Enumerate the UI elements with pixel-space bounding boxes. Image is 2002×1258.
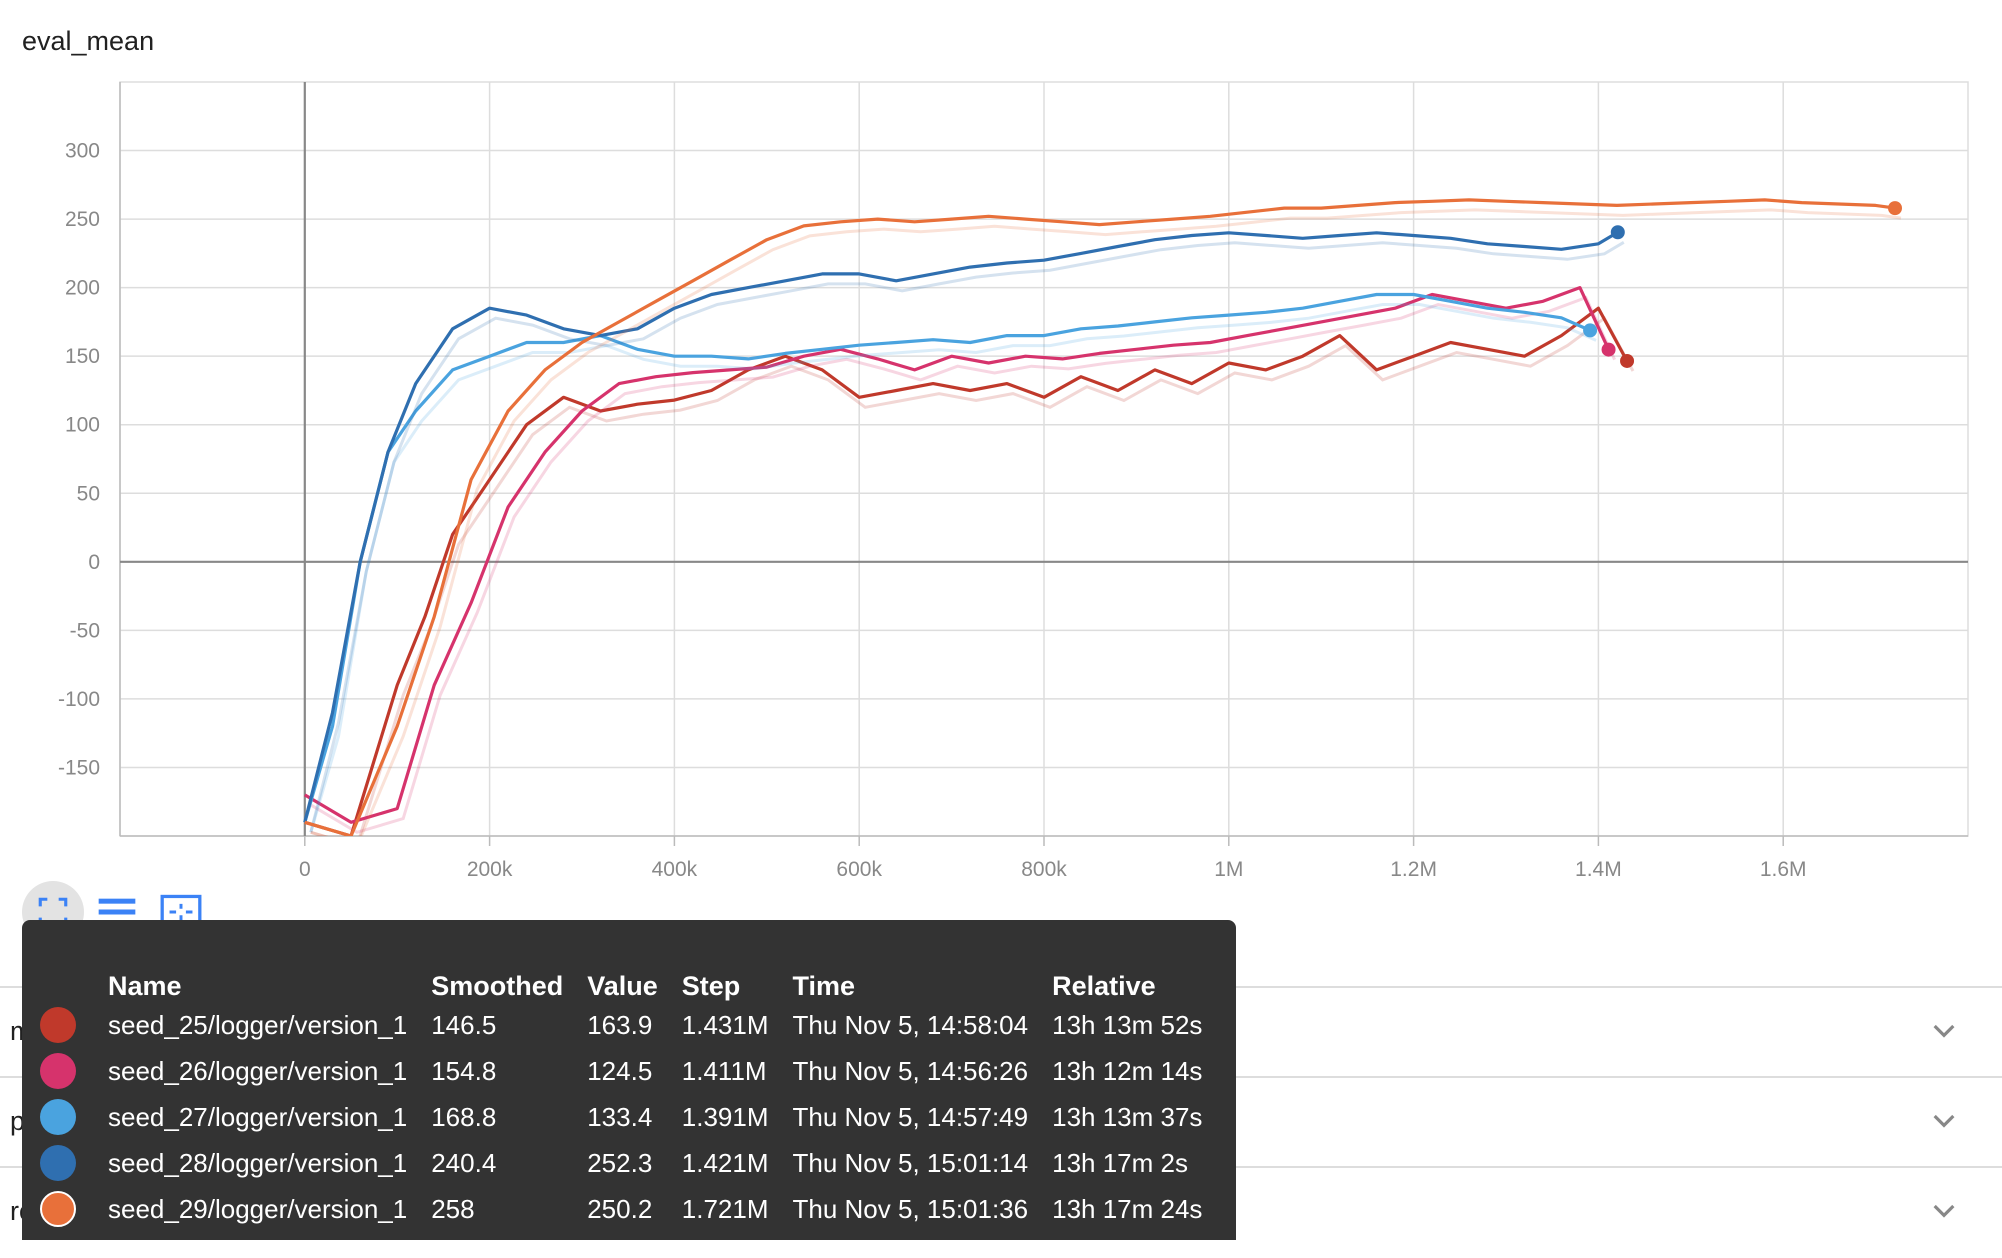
row-relative: 13h 12m 14s <box>1052 1055 1203 1086</box>
series-raw-line <box>310 208 1902 836</box>
x-tick-label: 400k <box>652 858 698 880</box>
y-tick-label: 150 <box>65 345 100 368</box>
row-step: 1.391M <box>681 1101 769 1132</box>
y-tick-label: -100 <box>58 688 100 711</box>
row-relative: 13h 17m 24s <box>1052 1193 1203 1224</box>
y-tick-label: 300 <box>65 140 100 163</box>
header-smoothed: Smoothed <box>431 971 564 1001</box>
chart-plot[interactable]: -150 -100 -50 0 50 100 150 200 250 300 0 200k 400k 60… <box>0 0 2002 880</box>
row-name: seed_26/logger/version_1 <box>108 1055 408 1086</box>
data-tooltip: Name Smoothed Value Step Time Relative s… <box>22 920 1236 1240</box>
fullscreen-icon <box>38 897 68 927</box>
series-lines <box>303 198 1903 836</box>
row-time: Thu Nov 5, 14:58:04 <box>792 1009 1029 1040</box>
row-value: 163.9 <box>587 1009 653 1040</box>
row-smoothed: 258 <box>431 1193 475 1224</box>
row-smoothed: 146.5 <box>431 1009 497 1040</box>
series-end-point <box>1583 323 1598 338</box>
row-step: 1.421M <box>681 1147 769 1178</box>
x-tick-label: 1.2M <box>1390 858 1437 880</box>
table-row: seed_26/logger/version_1 154.8 124.5 1.4… <box>34 1048 1214 1094</box>
table-row: seed_27/logger/version_1 168.8 133.4 1.3… <box>34 1094 1214 1140</box>
series-swatch <box>40 1007 76 1043</box>
table-row: seed_28/logger/version_1 240.4 252.3 1.4… <box>34 1140 1214 1186</box>
row-step: 1.411M <box>681 1055 767 1086</box>
row-smoothed: 168.8 <box>431 1101 497 1132</box>
row-name: seed_25/logger/version_1 <box>108 1009 408 1040</box>
row-time: Thu Nov 5, 15:01:36 <box>792 1193 1029 1224</box>
tick-labels: -150 -100 -50 0 50 100 150 200 250 300 0 200k 400k 60… <box>58 140 1807 880</box>
chart-title: eval_mean <box>22 26 155 56</box>
row-relative: 13h 13m 37s <box>1052 1101 1203 1132</box>
header-relative: Relative <box>1052 971 1156 1001</box>
y-tick-label: -50 <box>70 619 100 642</box>
x-tick-label: 1.6M <box>1760 858 1807 880</box>
header-time: Time <box>792 971 856 1001</box>
row-value: 252.3 <box>587 1147 653 1178</box>
series-swatch <box>40 1145 76 1181</box>
series-raw-line <box>309 241 1625 833</box>
series-end-point <box>1620 353 1635 368</box>
row-time: Thu Nov 5, 15:01:14 <box>792 1147 1029 1178</box>
row-name: seed_28/logger/version_1 <box>108 1147 408 1178</box>
series-raw-line <box>309 303 1597 833</box>
series-end-point <box>1610 225 1625 240</box>
series-line <box>304 198 1896 836</box>
series-end-point <box>1601 342 1616 357</box>
chevron-down-icon[interactable] <box>1928 1014 1960 1046</box>
row-relative: 13h 13m 52s <box>1052 1009 1203 1040</box>
row-time: Thu Nov 5, 14:56:26 <box>792 1055 1029 1086</box>
header-value: Value <box>587 971 658 1001</box>
x-tick-label: 0 <box>299 858 311 880</box>
row-name: seed_29/logger/version_1 <box>108 1193 408 1224</box>
row-step: 1.431M <box>681 1009 769 1040</box>
series-swatch <box>40 1053 76 1089</box>
row-value: 124.5 <box>587 1055 653 1086</box>
y-tick-label: 100 <box>65 414 100 437</box>
row-value: 133.4 <box>587 1101 653 1132</box>
row-time: Thu Nov 5, 14:57:49 <box>792 1101 1029 1132</box>
chevron-down-icon[interactable] <box>1928 1104 1960 1136</box>
row-relative: 13h 17m 2s <box>1052 1147 1188 1178</box>
tooltip-header-row: Name Smoothed Value Step Time Relative <box>34 956 1214 1002</box>
header-name: Name <box>108 971 182 1001</box>
y-tick-label: 0 <box>88 551 100 574</box>
series-line <box>303 292 1591 823</box>
series-end-point <box>1888 201 1903 216</box>
row-smoothed: 154.8 <box>431 1055 497 1086</box>
x-tick-label: 1M <box>1214 858 1243 880</box>
row-smoothed: 240.4 <box>431 1147 497 1178</box>
row-step: 1.721M <box>681 1193 769 1224</box>
chevron-down-icon[interactable] <box>1928 1194 1960 1226</box>
axes <box>119 82 1968 846</box>
table-row: seed_25/logger/version_1 146.5 163.9 1.4… <box>34 1002 1214 1048</box>
series-swatch <box>40 1191 76 1227</box>
y-tick-label: 50 <box>77 482 100 505</box>
x-tick-label: 600k <box>836 858 882 880</box>
row-name: seed_27/logger/version_1 <box>108 1101 408 1132</box>
tooltip-table: Name Smoothed Value Step Time Relative s… <box>34 956 1214 1232</box>
y-tick-label: -150 <box>58 756 100 779</box>
series-swatch <box>40 1099 76 1135</box>
y-tick-label: 250 <box>65 208 100 231</box>
x-tick-label: 1.4M <box>1575 858 1622 880</box>
series-raw-line <box>310 295 1616 834</box>
header-step: Step <box>681 971 741 1001</box>
series-line <box>303 286 1611 824</box>
series-line <box>304 306 1629 836</box>
y-tick-label: 200 <box>65 277 100 300</box>
series-raw-line <box>310 315 1635 836</box>
series-line <box>303 230 1619 823</box>
row-value: 250.2 <box>587 1193 653 1224</box>
x-tick-label: 200k <box>467 858 513 880</box>
table-row: seed_29/logger/version_1 258 250.2 1.721… <box>34 1186 1214 1232</box>
x-tick-label: 800k <box>1021 858 1067 880</box>
